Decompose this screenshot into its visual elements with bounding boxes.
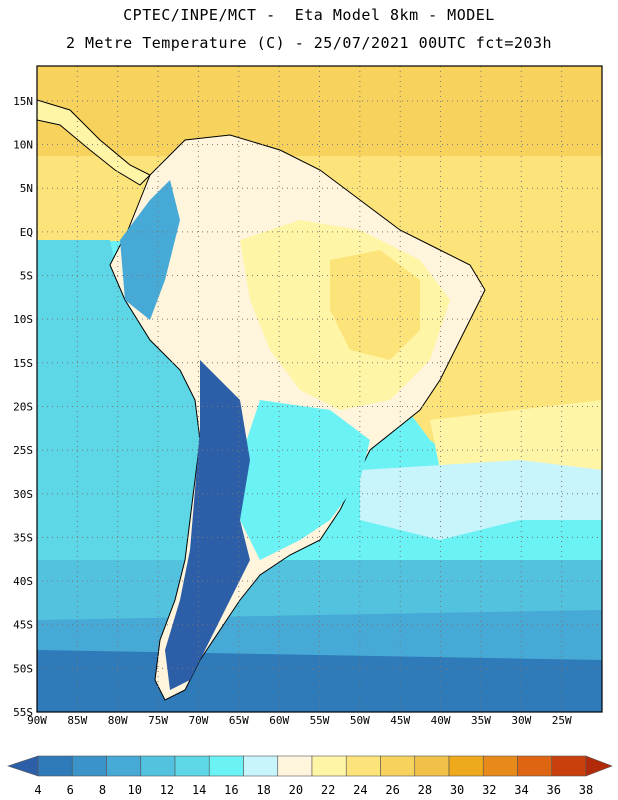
map-subtitle: 2 Metre Temperature (C) - 25/07/2021 00U…	[65, 34, 553, 52]
lat-label: EQ	[20, 226, 33, 239]
brazil-hot-core	[330, 250, 420, 360]
colorbar-swatch	[551, 755, 587, 777]
colorbar-swatch	[37, 755, 73, 777]
lon-label: 55W	[310, 714, 330, 727]
colorbar-swatch	[71, 755, 107, 777]
lon-label: 90W	[27, 714, 47, 727]
lon-label: 30W	[511, 714, 531, 727]
colorbar-tick-label: 24	[353, 783, 367, 797]
colorbar-tick-label: 22	[321, 783, 335, 797]
colorbar-swatch	[208, 755, 244, 777]
colorbar-tick-label: 34	[514, 783, 528, 797]
lat-label: 15N	[13, 95, 33, 108]
colorbar-swatch	[517, 755, 553, 777]
colorbar-tick-label: 12	[160, 783, 174, 797]
colorbar-max-arrow	[585, 755, 613, 777]
longitude-labels: 90W 85W 80W 75W 70W 65W 60W 55W 50W 45W 40W 35W 30W 2…	[27, 714, 572, 727]
lat-label: 25S	[13, 444, 33, 457]
lon-label: 75W	[148, 714, 168, 727]
colorbar-swatch	[380, 755, 416, 777]
lon-label: 65W	[229, 714, 249, 727]
lat-label: 35S	[13, 531, 33, 544]
lat-label: 50S	[13, 662, 33, 675]
colorbar-swatch	[482, 755, 518, 777]
colorbar-tick-label: 28	[418, 783, 432, 797]
lon-label: 50W	[350, 714, 370, 727]
colorbar-tick-label: 6	[67, 783, 74, 797]
andes-cold-region	[165, 360, 250, 690]
colorbar-tick-label: 20	[289, 783, 303, 797]
lon-label: 45W	[390, 714, 410, 727]
lat-label: 5N	[20, 182, 33, 195]
lat-label: 15S	[13, 357, 33, 370]
colorbar-swatch	[243, 755, 279, 777]
lat-label: 10S	[13, 313, 33, 326]
lat-label: 55S	[13, 706, 33, 719]
latitude-labels: 15N 10N 5N EQ 5S 10S 15S 20S 25S 30S 35S 40S 45S 50S 5…	[13, 95, 33, 719]
colorbar-tick-label: 4	[34, 783, 41, 797]
southern-interior-cool	[240, 400, 370, 560]
colorbar-swatch	[140, 755, 176, 777]
colorbar-tick-label: 8	[99, 783, 106, 797]
lat-label: 5S	[20, 270, 33, 283]
colorbar-min-arrow	[7, 755, 39, 777]
lat-label: 40S	[13, 575, 33, 588]
lon-label: 60W	[269, 714, 289, 727]
lon-label: 80W	[108, 714, 128, 727]
lat-label: 45S	[13, 619, 33, 632]
colorbar-tick-label: 14	[192, 783, 206, 797]
colorbar-swatch	[345, 755, 381, 777]
colorbar-tick-label: 32	[482, 783, 496, 797]
colorbar-tick-label: 38	[579, 783, 593, 797]
colorbar-swatch	[106, 755, 142, 777]
colorbar-tick-label: 26	[385, 783, 399, 797]
colorbar-swatch	[414, 755, 450, 777]
colorbar-tick-label: 16	[224, 783, 238, 797]
lon-label: 70W	[188, 714, 208, 727]
colorbar-tick-label: 18	[256, 783, 270, 797]
lon-label: 35W	[471, 714, 491, 727]
lon-label: 40W	[431, 714, 451, 727]
colorbar-swatch	[277, 755, 313, 777]
colorbar-swatch	[311, 755, 347, 777]
colorbar-tick-label: 36	[547, 783, 561, 797]
map-title: CPTEC/INPE/MCT - Eta Model 8km - MODEL	[123, 6, 495, 24]
lat-label: 30S	[13, 488, 33, 501]
lat-label: 20S	[13, 400, 33, 413]
atlantic-cool-zone	[360, 460, 602, 540]
colorbar-tick-label: 10	[127, 783, 141, 797]
lat-label: 10N	[13, 139, 33, 152]
colorbar-swatch	[174, 755, 210, 777]
lon-label: 85W	[67, 714, 87, 727]
central-america-land	[37, 99, 151, 186]
lon-label: 25W	[552, 714, 572, 727]
map-frame	[36, 65, 603, 713]
colorbar-tick-label: 30	[450, 783, 464, 797]
northern-andes-cool	[120, 180, 180, 320]
lat-lon-grid	[37, 66, 602, 712]
colorbar-swatch	[448, 755, 484, 777]
